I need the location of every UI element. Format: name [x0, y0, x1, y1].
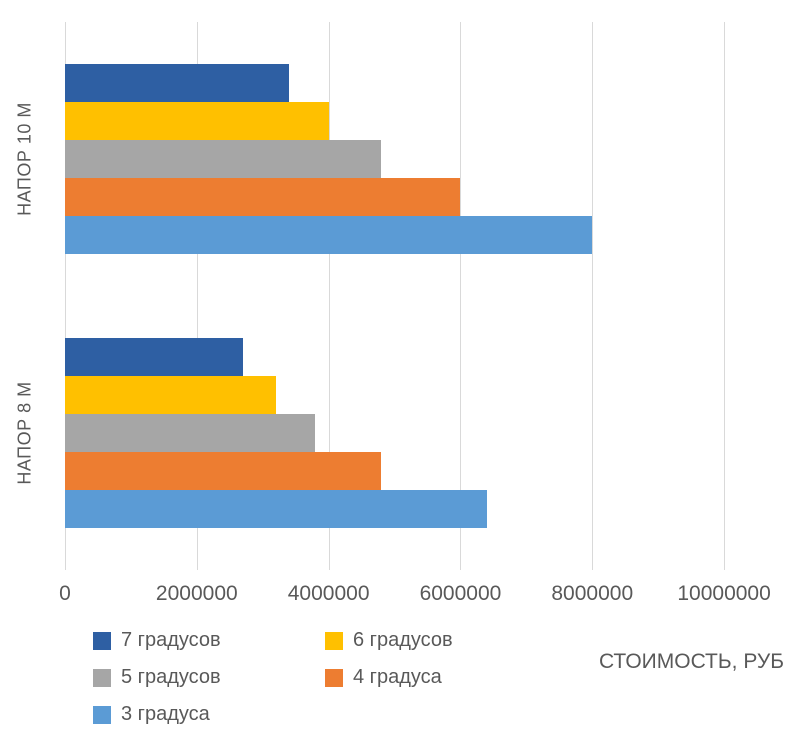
- bar-3-градуса[interactable]: [65, 216, 593, 254]
- legend-swatch: [93, 631, 111, 650]
- bar-5-градусов[interactable]: [65, 140, 382, 178]
- legend-label: 4 градуса: [353, 666, 442, 688]
- bar-4-градуса[interactable]: [65, 452, 382, 490]
- bar-6-градусов[interactable]: [65, 376, 276, 414]
- x-tick-label: 10000000: [677, 582, 771, 605]
- bar-7-градусов[interactable]: [65, 64, 290, 102]
- legend-item: 6 градусов: [325, 622, 557, 659]
- bar-group: НАПОР 8 М: [15, 338, 790, 528]
- legend-item: 3 градуса: [93, 696, 325, 733]
- legend-swatch: [93, 668, 111, 687]
- legend-item: 4 градуса: [325, 659, 557, 696]
- legend-item: 5 градусов: [93, 659, 325, 696]
- gridline: [724, 22, 726, 570]
- x-tick-label: 0: [59, 582, 71, 605]
- legend-swatch: [93, 705, 111, 724]
- bar-group: НАПОР 10 М: [15, 64, 790, 254]
- bar-groups: НАПОР 10 М НАПОР 8 М: [15, 22, 790, 570]
- legend-label: 7 градусов: [121, 629, 221, 651]
- bar-5-градусов[interactable]: [65, 414, 316, 452]
- x-axis-ticks: 0 2000000 4000000 6000000 8000000 10000000: [59, 582, 790, 610]
- x-tick-label: 6000000: [419, 582, 502, 605]
- x-axis-title: СТОИМОСТЬ, РУБ: [598, 650, 784, 673]
- bar-4-градуса[interactable]: [65, 178, 461, 216]
- y-category-label: НАПОР 10 М: [14, 102, 35, 216]
- x-tick-label: 2000000: [155, 582, 238, 605]
- legend-label: 5 градусов: [121, 666, 221, 688]
- legend-swatch: [325, 668, 343, 687]
- bar-3-градуса[interactable]: [65, 490, 487, 528]
- bar-7-градусов[interactable]: [65, 338, 243, 376]
- legend-swatch: [325, 631, 343, 650]
- gridlines: [65, 22, 790, 570]
- legend-item: 7 градусов: [93, 622, 325, 659]
- legend-label: 3 градуса: [121, 703, 210, 725]
- x-tick-label: 4000000: [287, 582, 370, 605]
- gridline: [460, 22, 462, 570]
- x-tick-label: 8000000: [551, 582, 634, 605]
- bar-6-градусов[interactable]: [65, 102, 329, 140]
- gridline: [328, 22, 330, 570]
- y-category-label: НАПОР 8 М: [14, 381, 35, 485]
- gridline: [196, 22, 198, 570]
- gridline: [65, 22, 66, 570]
- legend: 7 градусов 6 градусов 5 градусов 4 градуса 3…: [93, 622, 573, 733]
- legend-label: 6 градусов: [353, 629, 453, 651]
- gridline: [592, 22, 594, 570]
- plot-area: НАПОР 10 М НАПОР 8 М: [15, 22, 790, 570]
